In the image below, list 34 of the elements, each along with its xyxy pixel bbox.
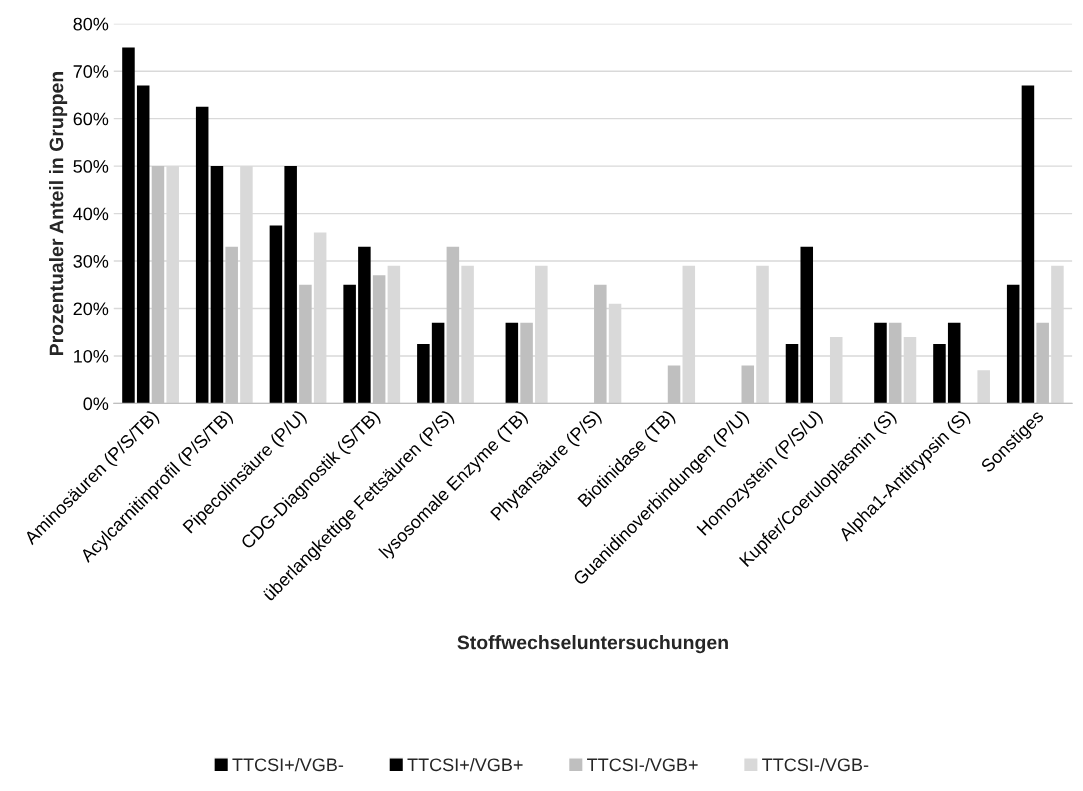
bar bbox=[947, 322, 961, 404]
x-axis-title: Stoffwechseluntersuchungen bbox=[457, 635, 728, 654]
bar bbox=[874, 322, 887, 404]
y-tick-label: 0% bbox=[83, 397, 109, 411]
bar bbox=[210, 166, 224, 404]
bar bbox=[284, 166, 297, 404]
y-tick-label: 10% bbox=[74, 349, 109, 363]
bar bbox=[195, 106, 209, 404]
bar bbox=[785, 344, 799, 404]
bar bbox=[122, 47, 135, 404]
bar bbox=[343, 284, 356, 404]
bar bbox=[505, 322, 519, 404]
y-axis-title: Prozentualer Anteil in Gruppen bbox=[49, 71, 68, 356]
bar bbox=[800, 246, 814, 404]
bar bbox=[1006, 284, 1020, 404]
legend-label: TTCSI+/VGB+ bbox=[407, 757, 523, 772]
legend-label: TTCSI-/VGB+ bbox=[587, 757, 698, 772]
bar bbox=[1021, 85, 1035, 404]
y-tick-label: 50% bbox=[73, 160, 109, 173]
y-tick-label: 20% bbox=[73, 302, 109, 316]
bar bbox=[269, 225, 283, 404]
y-tick-label: 70% bbox=[73, 65, 109, 78]
bar bbox=[977, 370, 990, 404]
bar bbox=[417, 344, 430, 404]
y-tick-label: 40% bbox=[73, 207, 109, 221]
bar bbox=[933, 344, 946, 404]
bar bbox=[431, 322, 445, 404]
bar bbox=[358, 246, 371, 404]
legend-label: TTCSI+/VGB- bbox=[232, 757, 344, 772]
y-tick-label: 60% bbox=[73, 112, 109, 126]
y-tick-label: 80% bbox=[73, 17, 109, 31]
y-tick-label: 30% bbox=[73, 254, 109, 268]
bar bbox=[136, 85, 150, 404]
legend-label: TTCSI-/VGB- bbox=[762, 757, 869, 772]
